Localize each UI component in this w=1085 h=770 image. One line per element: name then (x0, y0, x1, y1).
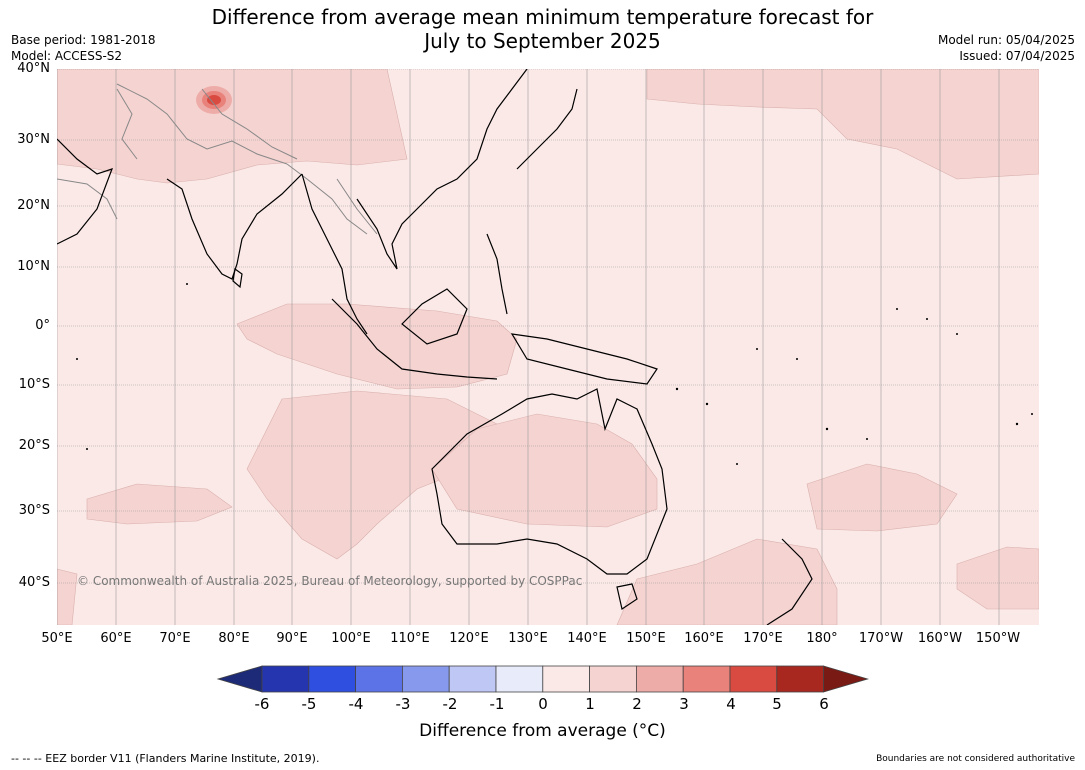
lon-label-70e: 70°E (159, 631, 191, 646)
coast-philippines (486, 233, 508, 315)
lat-label-20n: 20°N (17, 198, 50, 213)
lon-label-180: 180° (806, 631, 838, 646)
lat-label-20s: 20°S (18, 438, 50, 453)
colorbar-tick: 4 (726, 695, 736, 713)
colorbar-label: Difference from average (°C) (419, 721, 666, 741)
colorbar-cell (729, 665, 778, 693)
title-line-1: Difference from average mean minimum tem… (211, 5, 874, 29)
lon-label-140e: 140°E (567, 631, 607, 646)
colorbar-tick: -6 (254, 695, 270, 713)
lon-label-150e: 150°E (626, 631, 666, 646)
colorbar-extend-low (216, 665, 263, 693)
metadata-left: Base period: 1981-2018 Model: ACCESS-S2 (11, 32, 156, 64)
eez-border-note: -- -- -- EEZ border V11 (Flanders Marine… (11, 752, 320, 765)
anomaly-region-equatorial (236, 303, 518, 390)
colorbar-tick: -2 (442, 695, 458, 713)
colorbar (216, 665, 870, 693)
colorbar-cell (261, 665, 310, 693)
colorbar-cell (635, 665, 684, 693)
colorbar-cell (308, 665, 357, 693)
colorbar-cell (776, 665, 824, 693)
lat-label-40n: 40°N (17, 61, 50, 76)
colorbar-tick: 3 (679, 695, 689, 713)
model-name: Model: ACCESS-S2 (11, 49, 123, 63)
forecast-map: © Commonwealth of Australia 2025, Bureau… (57, 69, 1039, 625)
colorbar-cell (355, 665, 403, 693)
copyright-notice: © Commonwealth of Australia 2025, Bureau… (77, 574, 583, 588)
model-run: Model run: 05/04/2025 (937, 33, 1075, 47)
lon-label-100e: 100°E (331, 631, 371, 646)
map-title: Difference from average mean minimum tem… (0, 5, 1085, 53)
colorbar-cell (682, 665, 731, 693)
lat-label-30s: 30°S (18, 503, 50, 518)
coast-japan (516, 88, 578, 170)
colorbar-tick: 1 (585, 695, 595, 713)
lon-label-110e: 110°E (390, 631, 430, 646)
base-period: Base period: 1981-2018 (11, 33, 156, 47)
lon-label-60e: 60°E (100, 631, 132, 646)
colorbar-tick: -1 (489, 695, 505, 713)
coast-se-asia (301, 173, 368, 335)
issued-date: Issued: 07/04/2025 (959, 49, 1075, 63)
lat-label-40s: 40°S (18, 575, 50, 590)
anomaly-region-north-pacific (646, 69, 1039, 180)
lon-label-50e: 50°E (41, 631, 73, 646)
anomaly-region-southeast (956, 546, 1039, 610)
coast-arabia (57, 138, 114, 245)
title-line-2: July to September 2025 (424, 29, 661, 53)
anomaly-region-west (86, 483, 233, 525)
anomaly-region-indian-south (246, 390, 498, 560)
graticule (57, 69, 1039, 625)
coast-sri-lanka (232, 267, 243, 289)
coast-borneo (401, 288, 468, 345)
anomaly-region-east-pacific (806, 463, 958, 532)
lon-label-90e: 90°E (276, 631, 308, 646)
metadata-right: Model run: 05/04/2025 Issued: 07/04/2025 (938, 32, 1075, 64)
islands (76, 283, 1033, 465)
colorbar-cell (448, 665, 497, 693)
lat-label-10s: 10°S (18, 377, 50, 392)
coast-new-guinea (510, 333, 658, 385)
coast-india (166, 173, 303, 280)
colorbar-cell (495, 665, 544, 693)
lon-label-150w: 150°W (975, 631, 1021, 646)
colorbar-cell (401, 665, 450, 693)
boundaries-disclaimer: Boundaries are not considered authoritat… (876, 754, 1075, 764)
colorbar-tick: 0 (538, 695, 548, 713)
colorbar-tick: 5 (772, 695, 782, 713)
anomaly-region-tasman (616, 538, 838, 625)
coast-tasmania (616, 583, 638, 610)
lon-label-160e: 160°E (684, 631, 724, 646)
coastlines (57, 69, 813, 625)
lon-label-120e: 120°E (449, 631, 489, 646)
colorbar-tick: 6 (819, 695, 829, 713)
colorbar-tick: -3 (395, 695, 411, 713)
anomaly-region-australia (431, 413, 658, 528)
colorbar-tick: 2 (632, 695, 642, 713)
coast-indochina (356, 69, 528, 270)
lon-label-170w: 170°W (858, 631, 904, 646)
coast-new-zealand (766, 538, 813, 625)
lon-label-170e: 170°E (743, 631, 783, 646)
colorbar-cell (542, 665, 590, 693)
lat-label-10n: 10°N (17, 259, 50, 274)
colorbar-tick: -5 (301, 695, 317, 713)
lon-label-160w: 160°W (917, 631, 963, 646)
anomaly-region-asia (57, 69, 408, 184)
lon-label-130e: 130°E (508, 631, 548, 646)
lat-label-0: 0° (35, 318, 50, 333)
country-borders (57, 83, 378, 235)
coast-australia (431, 388, 668, 575)
anomaly-region-southwest (57, 568, 78, 625)
lat-label-30n: 30°N (17, 132, 50, 147)
coast-sumatra (331, 298, 498, 380)
anomaly-regions (57, 69, 1039, 625)
map-canvas (57, 69, 1039, 625)
hotspot-anomaly (196, 86, 232, 114)
colorbar-tick: -4 (348, 695, 364, 713)
colorbar-cell (589, 665, 637, 693)
colorbar-extend-high (823, 665, 870, 693)
lon-label-80e: 80°E (218, 631, 250, 646)
